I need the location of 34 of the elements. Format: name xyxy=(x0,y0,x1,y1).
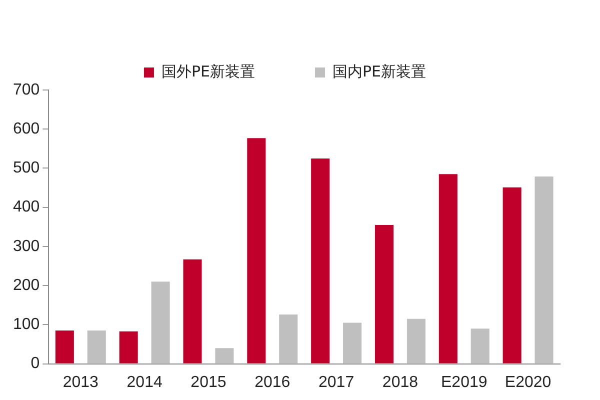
bar xyxy=(502,187,522,364)
x-tick-label: 2013 xyxy=(62,374,99,391)
y-tick-label: 100 xyxy=(12,316,40,334)
bar xyxy=(438,174,458,364)
x-tick-label: 2017 xyxy=(318,374,354,391)
bar xyxy=(311,158,330,364)
y-tick-label: 200 xyxy=(12,276,40,294)
y-tick-label: 0 xyxy=(30,355,40,372)
y-tick-label: 600 xyxy=(12,120,40,138)
bar xyxy=(215,348,234,364)
x-tick-label: 2014 xyxy=(126,374,162,391)
y-tick-label: 400 xyxy=(12,198,40,216)
bar xyxy=(119,331,138,364)
bar xyxy=(374,224,394,364)
bar xyxy=(247,138,266,364)
x-tick-label: 2018 xyxy=(382,374,418,391)
bar xyxy=(279,314,298,364)
legend-label: 国外PE新装置 xyxy=(161,62,256,80)
x-tick-label: 2015 xyxy=(190,374,226,391)
y-tick-label: 300 xyxy=(12,238,40,255)
bar xyxy=(183,259,202,364)
bar xyxy=(343,322,362,364)
legend-label: 国内PE新装置 xyxy=(332,62,426,80)
bar xyxy=(406,318,426,364)
bar xyxy=(151,282,170,364)
x-tick-label: 2016 xyxy=(254,374,290,391)
y-tick-label: 500 xyxy=(12,160,40,177)
bar xyxy=(87,330,106,364)
bar xyxy=(534,176,554,364)
bar xyxy=(470,328,490,364)
y-tick-label: 700 xyxy=(12,81,40,98)
bar xyxy=(55,330,74,364)
x-tick-label: E2020 xyxy=(504,374,552,391)
x-tick-label: E2019 xyxy=(441,374,488,391)
